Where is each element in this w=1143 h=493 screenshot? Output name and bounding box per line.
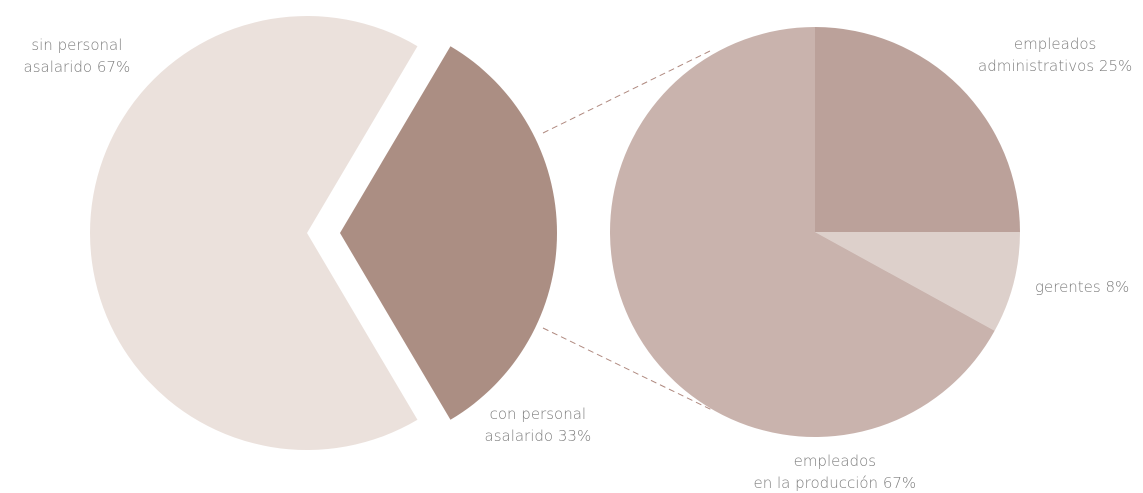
category-label: gerentes: [1035, 278, 1101, 296]
pie-slice: [90, 15, 418, 450]
category-label: empleados administrativos: [978, 35, 1097, 75]
value-label: 8%: [1105, 278, 1130, 296]
slice-label: sin personal asalarido 67%: [24, 34, 131, 78]
slice-label: empleados administrativos 25%: [978, 33, 1132, 77]
value-label: 67%: [882, 474, 917, 492]
slice-label: empleados en la producción 67%: [754, 450, 917, 493]
slice-label: con personal asalarido 33%: [485, 403, 592, 447]
pie-slice: [609, 27, 995, 437]
category-label: empleados en la producción: [753, 452, 879, 492]
category-label: con personal asalarido: [484, 405, 587, 445]
pie-slice: [340, 46, 557, 420]
connector: [542, 327, 713, 411]
value-label: 67%: [96, 58, 131, 76]
value-label: 25%: [1098, 57, 1133, 75]
slice-label: gerentes 8%: [1035, 276, 1129, 298]
pie-slice: [815, 27, 1020, 232]
category-label: sin personal asalarido: [23, 36, 123, 76]
pie-slice: [815, 232, 1020, 331]
connector: [542, 49, 713, 134]
value-label: 33%: [557, 427, 592, 445]
